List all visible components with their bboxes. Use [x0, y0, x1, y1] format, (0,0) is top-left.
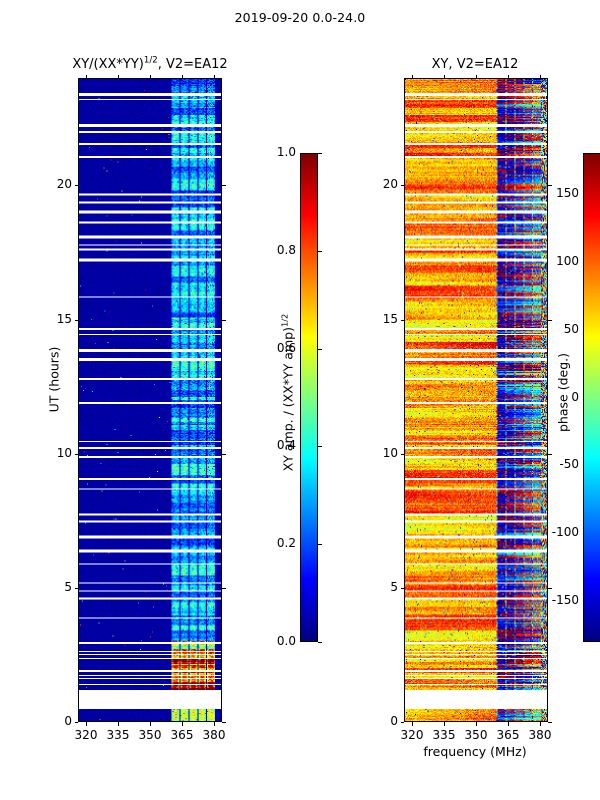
ytick-right-right-5 [548, 588, 552, 589]
xtick-top-left-365 [182, 74, 183, 78]
ytick-right-20 [400, 185, 404, 186]
cbtick-label-left-3: 0.6 [276, 341, 296, 355]
cbtick-label-right-6: 150 [556, 186, 579, 200]
phase-colorbar-gradient [584, 154, 600, 641]
xtick-top-left-320 [86, 74, 87, 78]
cbtick-label-left-2: 0.4 [276, 438, 296, 452]
ytick-label-left-15: 15 [56, 312, 72, 326]
figure-suptitle: 2019-09-20 0.0-24.0 [234, 10, 366, 25]
ytick-label-right-15: 15 [382, 312, 398, 326]
ytick-right-right-20 [548, 185, 552, 186]
cbtick-label-left-4: 0.8 [276, 243, 296, 257]
coherence-cbar-label-exponent: 1/2 [279, 313, 290, 328]
ytick-label-right-5: 5 [390, 580, 398, 594]
phase-waterfall-axes[interactable] [404, 78, 548, 722]
cbtick-label-right-2: -50 [559, 457, 579, 471]
xtick-top-left-335 [118, 74, 119, 78]
xtick-right-350 [476, 722, 477, 726]
xtick-label-right-335: 335 [432, 728, 456, 742]
xtick-label-right-365: 365 [496, 728, 520, 742]
xtick-right-365 [508, 722, 509, 726]
ytick-label-left-10: 10 [56, 446, 72, 460]
phase-colorbar[interactable] [583, 153, 600, 642]
xtick-label-right-320: 320 [400, 728, 424, 742]
xtick-right-335 [444, 722, 445, 726]
xtick-left-365 [182, 722, 183, 726]
cbtick-label-right-0: -150 [551, 593, 579, 607]
left-y-axis-label: UT (hours) [46, 346, 62, 413]
cbtick-left-4 [318, 251, 322, 252]
xtick-label-left-335: 335 [106, 728, 130, 742]
left-title-post: , V2=EA12 [157, 57, 228, 72]
phase-heatmap-image [405, 79, 547, 721]
ytick-right-left-15 [222, 320, 226, 321]
ytick-right-right-0 [548, 722, 552, 723]
cbtick-left-0 [318, 642, 322, 643]
ytick-right-10 [400, 454, 404, 455]
ytick-left-20 [74, 185, 78, 186]
ytick-right-0 [400, 722, 404, 723]
cbtick-label-right-1: -100 [551, 525, 579, 539]
xtick-left-350 [150, 722, 151, 726]
ytick-label-right-10: 10 [382, 446, 398, 460]
cbtick-left-5 [318, 153, 322, 154]
cbtick-left-2 [318, 446, 322, 447]
xtick-top-left-380 [214, 74, 215, 78]
coherence-heatmap-image [79, 79, 221, 721]
ytick-left-0 [74, 722, 78, 723]
cbtick-label-left-1: 0.2 [276, 536, 296, 550]
xtick-top-right-365 [508, 74, 509, 78]
xtick-top-right-350 [476, 74, 477, 78]
left-title-exponent: 1/2 [143, 55, 158, 66]
xtick-top-right-335 [444, 74, 445, 78]
cbtick-label-left-0: 0.0 [276, 634, 296, 648]
coherence-colorbar[interactable] [300, 153, 318, 642]
left-panel-title: XY/(XX*YY)1/2, V2=EA12 [0, 55, 300, 72]
cbtick-left-1 [318, 544, 322, 545]
cbtick-label-right-5: 100 [556, 254, 579, 268]
xtick-right-320 [412, 722, 413, 726]
cbtick-left-3 [318, 349, 322, 350]
xtick-left-335 [118, 722, 119, 726]
right-panel-title: XY, V2=EA12 [330, 57, 600, 72]
right-title-pre: XY, V2=EA12 [431, 57, 519, 72]
xtick-label-left-350: 350 [138, 728, 162, 742]
ytick-right-right-10 [548, 454, 552, 455]
xtick-label-right-350: 350 [464, 728, 488, 742]
cbtick-label-right-4: 50 [563, 322, 579, 336]
ytick-left-5 [74, 588, 78, 589]
left-title-pre: XY/(XX*YY) [72, 57, 144, 72]
ytick-right-right-15 [548, 320, 552, 321]
ytick-label-left-5: 5 [64, 580, 72, 594]
cbtick-label-left-5: 1.0 [276, 145, 296, 159]
ytick-right-left-0 [222, 722, 226, 723]
xtick-label-left-380: 380 [202, 728, 226, 742]
ytick-right-left-10 [222, 454, 226, 455]
xtick-left-380 [214, 722, 215, 726]
ytick-label-right-20: 20 [382, 177, 398, 191]
xtick-label-left-365: 365 [170, 728, 194, 742]
ytick-label-right-0: 0 [390, 714, 398, 728]
ytick-left-15 [74, 320, 78, 321]
ytick-left-10 [74, 454, 78, 455]
ytick-label-left-0: 0 [64, 714, 72, 728]
ytick-right-15 [400, 320, 404, 321]
xtick-top-left-350 [150, 74, 151, 78]
ytick-right-left-20 [222, 185, 226, 186]
xtick-left-320 [86, 722, 87, 726]
xtick-label-left-320: 320 [74, 728, 98, 742]
cbtick-label-right-3: 0 [571, 390, 579, 404]
xtick-top-right-380 [540, 74, 541, 78]
ytick-label-left-20: 20 [56, 177, 72, 191]
coherence-colorbar-gradient [301, 154, 317, 641]
ytick-right-5 [400, 588, 404, 589]
x-axis-label: frequency (MHz) [423, 744, 527, 759]
coherence-waterfall-axes[interactable] [78, 78, 222, 722]
xtick-label-right-380: 380 [528, 728, 552, 742]
xtick-top-right-320 [412, 74, 413, 78]
coherence-colorbar-label: XY amp. / (XX*YY amp)1/2 [279, 303, 295, 483]
xtick-right-380 [540, 722, 541, 726]
ytick-right-left-5 [222, 588, 226, 589]
